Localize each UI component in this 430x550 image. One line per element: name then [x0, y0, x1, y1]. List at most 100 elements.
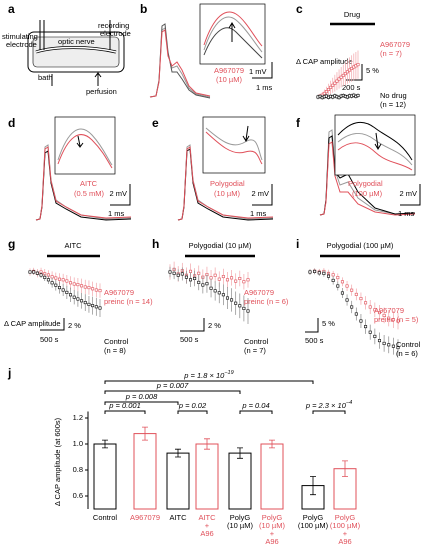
data-point	[331, 273, 335, 277]
scale-label: 5 %	[322, 319, 335, 328]
data-point	[329, 85, 333, 89]
bracket	[104, 410, 146, 414]
data-point	[354, 292, 358, 296]
data-point	[76, 297, 80, 301]
drug-label: (10 µM)	[214, 189, 240, 198]
data-point	[356, 94, 360, 98]
data-point	[209, 286, 213, 290]
scale-label: 500 s	[305, 336, 324, 345]
diagram-label: electrode	[6, 40, 37, 49]
legend-label: Control	[396, 340, 421, 349]
data-point	[377, 339, 381, 343]
p-value-text: p = 0.02	[178, 401, 207, 410]
data-point	[324, 90, 328, 94]
panel-letter: g	[8, 237, 15, 251]
data-point	[364, 301, 368, 305]
data-point	[336, 284, 340, 288]
p-value: p = 1.8 × 10−19	[183, 370, 233, 380]
data-point	[98, 289, 102, 293]
data-point	[368, 305, 372, 309]
data-point	[168, 270, 172, 274]
axis-label: Δ CAP amplitude	[4, 319, 61, 328]
scale-label: 1 ms	[108, 209, 125, 218]
p-value: p = 0.008	[125, 392, 158, 401]
data-point	[193, 276, 197, 280]
data-point	[337, 77, 341, 81]
scale-label: 2 mV	[399, 189, 417, 198]
data-point	[340, 280, 344, 284]
data-point	[350, 305, 354, 309]
error-bar	[102, 439, 108, 449]
data-point	[230, 276, 234, 280]
scale-label: 2 %	[68, 321, 81, 330]
diagram-label: optic nerve	[58, 37, 95, 46]
bracket	[177, 410, 208, 414]
scale-bars	[40, 62, 421, 333]
data-point	[368, 330, 372, 334]
panel-letter: j	[7, 366, 11, 380]
data-point	[377, 311, 381, 315]
data-point	[69, 281, 73, 285]
x-tick-label: PolyG (10 µM)	[227, 513, 253, 530]
data-point	[69, 293, 73, 297]
scale-label: 500 s	[40, 335, 59, 344]
p-value-text: p = 0.008	[125, 392, 158, 401]
inset	[54, 114, 416, 176]
drug-label: (10 µM)	[216, 75, 242, 84]
panel-letter: h	[152, 237, 159, 251]
data-point	[341, 73, 345, 77]
bar	[133, 433, 157, 510]
legend-label: No drug	[380, 91, 407, 100]
data-point	[373, 308, 377, 312]
data-point	[356, 63, 360, 67]
data-point	[391, 318, 395, 322]
data-point	[72, 295, 76, 299]
error-bar	[175, 448, 181, 458]
data-point	[201, 283, 205, 287]
bracket	[239, 410, 273, 414]
x-tick-label: Control	[93, 513, 118, 522]
data-point	[189, 278, 193, 282]
data-point	[83, 285, 87, 289]
scale-label: 1 ms	[398, 209, 415, 218]
data-point	[387, 343, 391, 347]
scale-label: 500 s	[180, 335, 199, 344]
drug-bar-label: AITC	[64, 241, 82, 250]
y-tick-label: 1.0	[73, 439, 83, 448]
data-point	[313, 269, 317, 273]
scale-label: 2 mV	[109, 189, 127, 198]
error-bar	[310, 476, 316, 496]
drug-bar-label: Drug	[344, 10, 360, 19]
data-point	[308, 270, 312, 274]
legend-label: preinc (n = 14)	[104, 297, 153, 306]
scale-label: 1 ms	[250, 209, 267, 218]
drug-label: (0.5 mM)	[74, 189, 105, 198]
data-point	[176, 273, 180, 277]
p-value-text: p = 2.3 × 10	[305, 401, 347, 410]
data-point	[221, 275, 225, 279]
p-value-text: p = 1.8 × 10	[183, 371, 225, 380]
data-point	[54, 283, 58, 287]
bar	[228, 452, 252, 510]
data-point	[87, 286, 91, 290]
data-point	[242, 306, 246, 310]
data-point	[197, 280, 201, 284]
x-tick-label: AITC	[169, 513, 187, 522]
x-tick-label: PolyG (100 µM)	[298, 513, 329, 530]
data-point	[335, 79, 339, 83]
diagram-label: electrode	[100, 29, 131, 38]
scale-label: 1 mV	[249, 67, 267, 76]
panel-letter: e	[152, 116, 159, 130]
legend-label: preinc (n = 6)	[244, 297, 289, 306]
data-point	[359, 297, 363, 301]
data-point	[39, 273, 43, 277]
data-point	[94, 305, 98, 309]
diagram-label: perfusion	[86, 87, 117, 96]
axis-label: Δ CAP amplitude (at 600s)	[53, 417, 62, 506]
data-point	[54, 276, 58, 280]
scale-label: 200 s	[342, 83, 361, 92]
data-point	[230, 298, 234, 302]
p-value: p = 2.3 × 10−4	[305, 400, 352, 410]
p-value-text: p = 0.007	[156, 381, 189, 390]
y-tick-label: 1.2	[73, 413, 83, 422]
